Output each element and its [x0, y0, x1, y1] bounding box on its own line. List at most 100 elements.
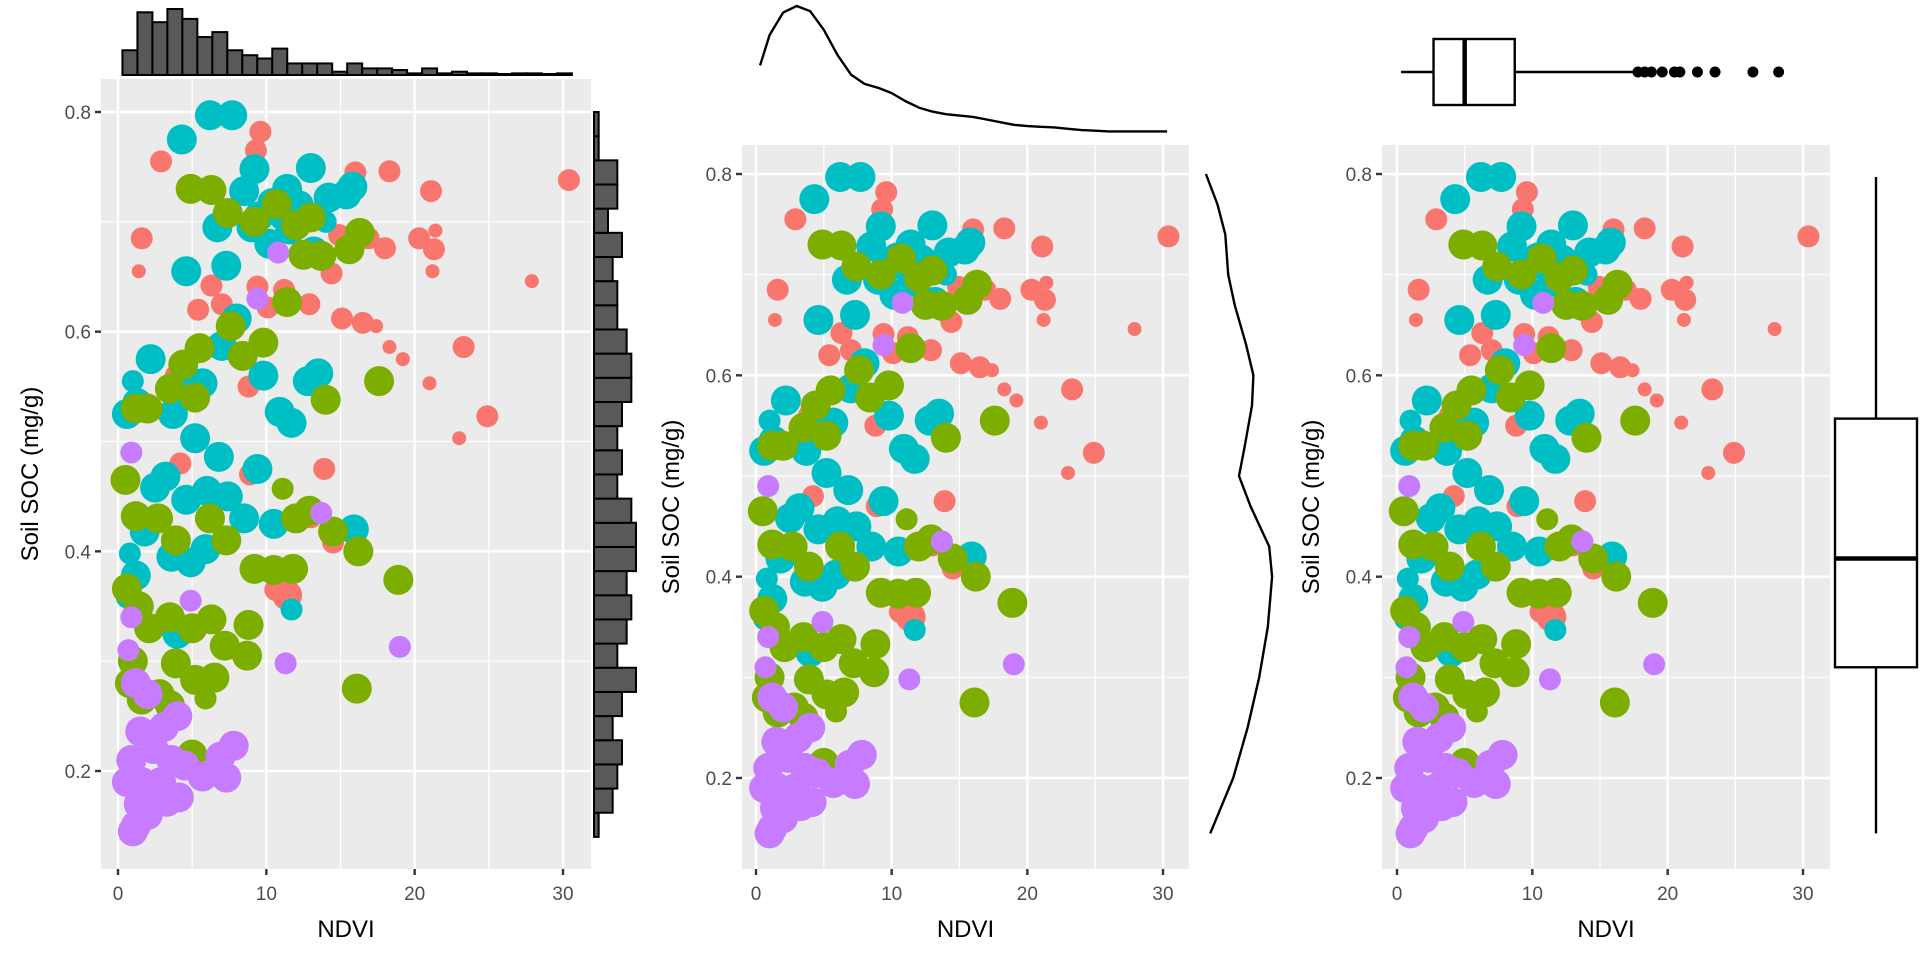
- histogram-bar: [510, 72, 528, 76]
- data-point: [1620, 405, 1651, 436]
- data-point: [135, 344, 166, 375]
- histogram-bar: [593, 304, 619, 331]
- histogram-bar: [593, 618, 628, 645]
- data-point: [844, 355, 875, 386]
- data-point: [1061, 378, 1084, 401]
- data-point: [757, 475, 780, 498]
- scatter-points: [747, 162, 1180, 849]
- data-point: [1408, 312, 1423, 327]
- histogram-bar: [593, 280, 619, 307]
- data-point: [1797, 225, 1820, 248]
- histogram-bar: [540, 73, 558, 76]
- data-point: [1467, 230, 1498, 261]
- data-point: [374, 237, 396, 260]
- boxplot-box: [1833, 417, 1919, 669]
- y-tick-label: 0.2: [1346, 769, 1372, 790]
- data-point: [388, 635, 411, 658]
- y-axis-title: Soil SOC (mg/g): [658, 420, 685, 595]
- data-point: [768, 692, 799, 723]
- data-point: [227, 340, 258, 371]
- histogram-bar: [593, 690, 623, 718]
- plot-background: [1382, 145, 1830, 869]
- data-point: [962, 269, 993, 300]
- data-point: [1495, 382, 1526, 413]
- data-point: [1643, 653, 1666, 676]
- marginal-x-histogram: [121, 8, 573, 77]
- data-point: [825, 700, 848, 723]
- data-point: [1002, 653, 1025, 676]
- data-point: [1425, 493, 1456, 524]
- data-point: [171, 484, 202, 515]
- data-point: [1474, 475, 1505, 506]
- data-point: [160, 525, 191, 556]
- data-point: [1036, 312, 1051, 327]
- data-point: [476, 405, 499, 428]
- data-point: [1637, 382, 1652, 397]
- data-point: [1541, 577, 1572, 608]
- data-point: [344, 217, 375, 248]
- data-point: [949, 352, 972, 375]
- data-point: [330, 307, 353, 330]
- histogram-bar: [136, 11, 154, 77]
- data-point: [428, 223, 443, 238]
- data-point: [1469, 677, 1500, 708]
- data-point: [310, 501, 333, 524]
- data-point: [1033, 415, 1048, 430]
- histogram-bar: [406, 72, 424, 76]
- data-point: [1506, 259, 1537, 290]
- data-point: [993, 217, 1016, 240]
- data-point: [1436, 712, 1467, 743]
- data-point: [1441, 390, 1472, 421]
- data-point: [218, 730, 249, 761]
- data-point: [242, 453, 273, 484]
- data-point: [811, 610, 834, 633]
- data-point: [1649, 393, 1664, 408]
- histogram-bar: [593, 352, 633, 379]
- data-point: [163, 782, 194, 813]
- x-tick-label: 0: [113, 884, 124, 905]
- data-point: [1452, 610, 1475, 633]
- marginal-y-density-curve: [1204, 173, 1274, 834]
- data-point: [840, 299, 871, 330]
- data-point: [875, 181, 898, 204]
- data-point: [1497, 531, 1528, 562]
- x-tick-label: 10: [256, 884, 277, 905]
- data-point: [239, 206, 270, 237]
- panel-marginal-density: 0 10 20 30 0.2 0.4 0.6 0.8 NDVI Soil SOC (mg/g): [658, 4, 1274, 943]
- x-tick-label: 30: [1152, 884, 1173, 905]
- histogram-bar: [593, 376, 633, 403]
- boxplot-outlier: [1656, 66, 1668, 78]
- x-tick-label: 30: [552, 884, 573, 905]
- data-point: [1564, 398, 1595, 429]
- data-point: [154, 602, 185, 633]
- data-point: [1609, 356, 1632, 379]
- data-point: [1440, 184, 1471, 215]
- histogram-bar: [241, 54, 259, 76]
- data-point: [1679, 275, 1694, 290]
- data-point: [1425, 208, 1448, 231]
- histogram-bar: [211, 31, 229, 76]
- data-point: [1526, 243, 1557, 274]
- data-point: [767, 312, 782, 327]
- data-point: [121, 370, 144, 393]
- data-point: [395, 352, 410, 367]
- histogram-bar: [495, 73, 513, 76]
- x-tick-label: 0: [1392, 884, 1403, 905]
- data-point: [425, 264, 440, 279]
- data-point: [803, 514, 834, 545]
- data-point: [1571, 530, 1594, 553]
- data-point: [1157, 225, 1180, 248]
- data-point: [898, 668, 921, 691]
- data-point: [199, 662, 230, 693]
- data-point: [788, 412, 819, 443]
- data-point: [758, 409, 781, 432]
- data-point: [278, 553, 309, 584]
- histogram-bar: [421, 67, 439, 77]
- data-point: [271, 477, 294, 500]
- histogram-bar: [271, 47, 289, 76]
- data-point: [120, 501, 151, 532]
- data-point: [1409, 692, 1440, 723]
- y-tick-label: 0.8: [65, 103, 91, 124]
- histogram-bar: [593, 811, 600, 838]
- data-point: [1633, 217, 1656, 240]
